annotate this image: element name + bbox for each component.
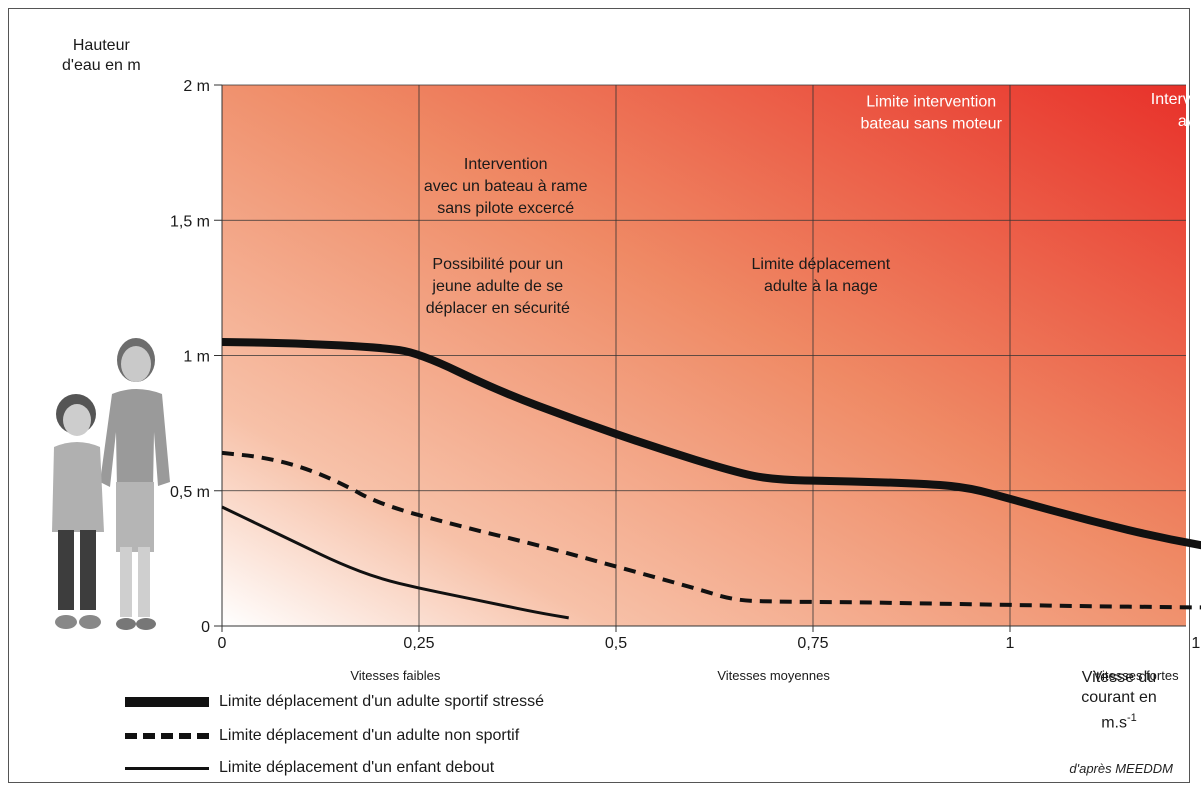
annotation-line: Possibilité pour un (432, 256, 563, 273)
annotation-text: Intervention avec un bateau à rame sans pi… (424, 156, 588, 217)
speed-zone-label: Vitesses faibles (350, 668, 441, 683)
annotation-text: Limite déplacement adulte à la nage (752, 256, 891, 295)
legend-swatch-dashed (125, 733, 209, 739)
annotation-line: sans pilote excercé (437, 200, 574, 217)
annotation-line: déplacer en sécurité (426, 300, 570, 317)
annotation-text: Intervention bateau moteur avec pilote ex… (1151, 91, 1201, 130)
y-axis-title: Hauteur d'eau en m (62, 36, 141, 76)
x-axis-title-line-2: courant en (1081, 689, 1157, 706)
legend-item-non-sportif: Limite déplacement d'un adulte non sport… (125, 724, 519, 748)
annotation-text: Possibilité pour un jeune adulte de se dép… (426, 256, 570, 317)
x-tick-label: 1,25 (1191, 635, 1201, 652)
speed-zone-label: Vitesses moyennes (717, 668, 830, 683)
annotation-line: avec un bateau à rame (424, 178, 588, 195)
legend-label-enfant: Limite déplacement d'un enfant debout (219, 759, 495, 776)
annotation-line: adulte à la nage (764, 278, 878, 295)
legend-label-non-sportif: Limite déplacement d'un adulte non sport… (219, 727, 520, 744)
x-axis-unit-base: m.s (1101, 714, 1127, 732)
source-credit: d'après MEEDDM (1069, 761, 1173, 776)
legend-label-sportif: Limite déplacement d'un adulte sportif s… (219, 693, 545, 710)
series-line (221, 505, 569, 620)
speed-zone-label: Vitesses fortes (1094, 668, 1180, 683)
x-axis-title: Vitesse du courant en m.s-1 (1064, 668, 1174, 733)
annotation-line: jeune adulte de se (431, 278, 563, 295)
x-tick-label: 0,25 (403, 635, 434, 652)
legend-swatch-thin (125, 766, 209, 770)
annotations: Intervention avec un bateau à rame sans pi… (424, 91, 1201, 317)
legend-swatch-thick (125, 697, 209, 707)
y-tick-label: 1 m (183, 349, 210, 366)
x-axis-unit: m.s-1 (1064, 708, 1174, 733)
annotation-line: Limite intervention (866, 94, 996, 111)
annotation-text: Limite intervention bateau sans moteur (860, 94, 1002, 133)
series-line (221, 337, 1201, 550)
speed-zone-labels: Vitesses faibles Vitesses moyennes Vitesse… (350, 668, 1179, 683)
older-child-figure (100, 338, 170, 630)
annotation-line: avec pilote excercé (1178, 113, 1201, 130)
annotation-line: Limite déplacement (752, 256, 891, 273)
tick-labels: 0 0,25 0,5 0,75 1 1,25 0 0,5 m 1 m 1,5 m 2 m (170, 78, 1201, 652)
y-tick-label: 1,5 m (170, 213, 210, 230)
series-lines (221, 337, 1201, 620)
annotation-line: Intervention bateau moteur (1151, 91, 1201, 108)
y-axis-title-line-1: Hauteur (72, 37, 130, 54)
younger-child-figure (52, 394, 104, 629)
x-tick-label: 0 (218, 635, 227, 652)
y-tick-label: 0 (201, 619, 210, 636)
legend-item-enfant: Limite déplacement d'un enfant debout (125, 756, 494, 780)
annotation-line: Intervention (464, 156, 548, 173)
children-illustration (52, 338, 170, 630)
x-tick-label: 0,5 (605, 635, 627, 652)
x-axis-unit-exponent: -1 (1127, 712, 1137, 724)
y-tick-label: 0,5 m (170, 484, 210, 501)
x-axis-title-line-1: Vitesse du (1081, 669, 1157, 686)
annotation-line: bateau sans moteur (860, 116, 1002, 133)
legend-item-sportif: Limite déplacement d'un adulte sportif s… (125, 690, 544, 714)
y-tick-label: 2 m (183, 78, 210, 95)
series-line (221, 450, 1201, 610)
x-tick-label: 1 (1006, 635, 1015, 652)
y-axis-title-line-2: d'eau en m (62, 57, 141, 74)
x-tick-label: 0,75 (797, 635, 828, 652)
chart-frame (8, 8, 1190, 783)
